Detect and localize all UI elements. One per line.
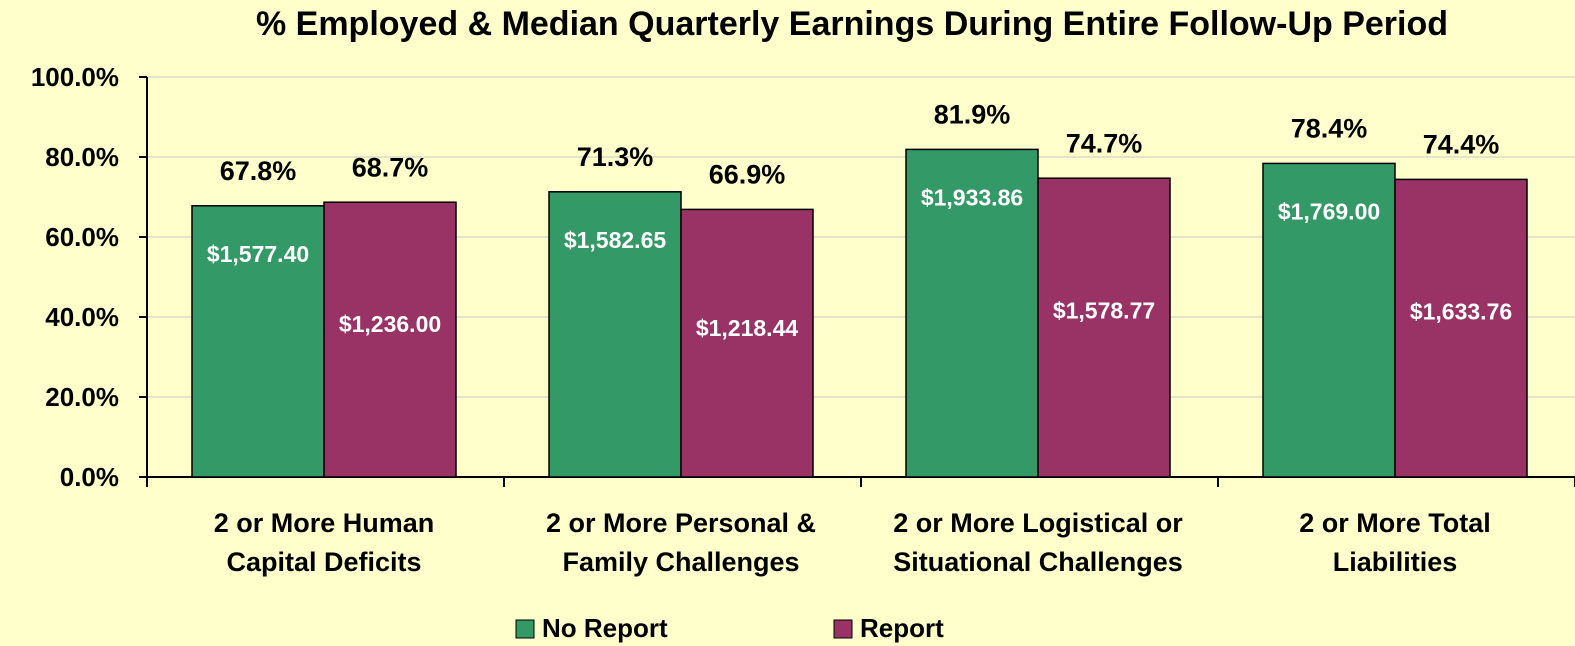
earnings-label: $1,578.77 <box>1053 298 1155 324</box>
legend-label: Report <box>860 613 944 643</box>
y-tick-label: 0.0% <box>60 462 119 492</box>
bar <box>323 201 457 478</box>
bar <box>191 205 325 478</box>
earnings-label: $1,218.44 <box>696 315 799 341</box>
data-label: 71.3% <box>577 142 654 172</box>
bar <box>680 208 814 478</box>
x-tick-label: 2 or More Total Liabilities <box>1299 508 1491 577</box>
legend-swatch <box>515 619 535 639</box>
bar <box>1262 162 1396 478</box>
bar <box>1037 177 1171 478</box>
earnings-label: $1,769.00 <box>1278 198 1380 224</box>
data-label: 81.9% <box>934 100 1011 130</box>
data-label: 67.8% <box>220 156 297 186</box>
legend-label: No Report <box>542 613 668 643</box>
y-tick-label: 40.0% <box>45 302 119 332</box>
data-label: 68.7% <box>352 152 429 182</box>
data-label: 66.9% <box>709 160 786 190</box>
earnings-label: $1,577.40 <box>207 241 309 267</box>
chart-title: % Employed & Median Quarterly Earnings D… <box>256 5 1448 43</box>
data-label: 74.7% <box>1066 128 1143 158</box>
earnings-label: $1,582.65 <box>564 227 667 253</box>
x-tick-label: 2 or More Human Capital Deficits <box>213 508 435 577</box>
bar <box>905 148 1039 478</box>
data-label: 78.4% <box>1291 114 1368 144</box>
earnings-label: $1,236.00 <box>339 311 441 337</box>
y-tick-label: 80.0% <box>45 142 119 172</box>
earnings-label: $1,633.76 <box>1410 298 1512 324</box>
y-tick-label: 20.0% <box>45 382 119 412</box>
earnings-label: $1,933.86 <box>921 184 1023 210</box>
legend-swatch <box>833 619 853 639</box>
y-tick-label: 100.0% <box>31 62 119 92</box>
bar <box>1394 178 1528 478</box>
y-tick-label: 60.0% <box>45 222 119 252</box>
x-tick-label: 2 or More Logistical or Situational Chal… <box>893 508 1183 577</box>
x-tick-label: 2 or More Personal & Family Challenges <box>545 508 817 577</box>
bar <box>548 191 682 478</box>
data-label: 74.4% <box>1423 130 1500 160</box>
